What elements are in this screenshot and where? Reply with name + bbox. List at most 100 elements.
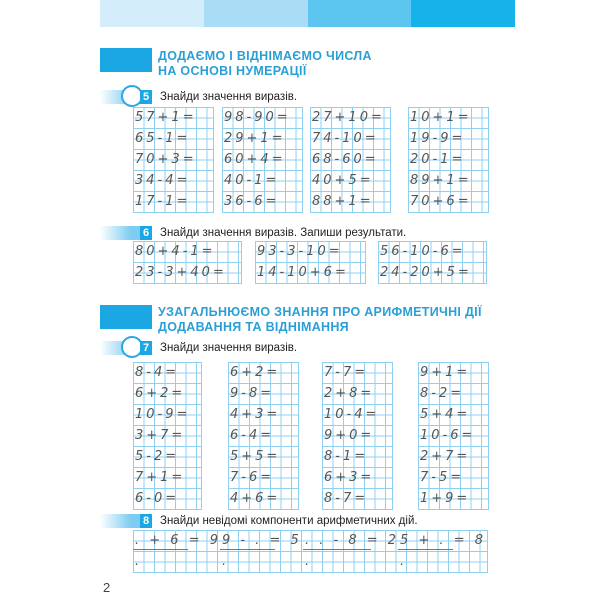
section-banner	[100, 305, 152, 329]
grid-paper	[222, 107, 303, 213]
expression[interactable]: 56-10-6=	[380, 244, 466, 259]
expression[interactable]: 10-6=	[420, 428, 476, 443]
expression[interactable]: 7-5=	[420, 470, 465, 485]
grid-paper	[133, 530, 488, 573]
expression[interactable]: 8-2=	[420, 386, 465, 401]
expression[interactable]: 98-90=	[224, 110, 291, 125]
section-heading-2: УЗАГАЛЬНЮЄМО ЗНАННЯ ПРО АРИФМЕТИЧНІ ДІЇ Д…	[158, 305, 482, 335]
expression[interactable]: .	[222, 554, 230, 569]
color-strip	[411, 0, 515, 27]
expression[interactable]: 5 + . = 8	[400, 533, 486, 548]
expression[interactable]: 19-9=	[410, 131, 466, 146]
expression[interactable]: 70+6=	[410, 194, 472, 209]
expression[interactable]: 3+7=	[135, 428, 186, 443]
expression[interactable]: 93-3-10=	[257, 244, 343, 259]
expression[interactable]: 57+1=	[135, 110, 197, 125]
expression[interactable]: .	[135, 554, 143, 569]
page-number: 2	[103, 580, 111, 595]
expression[interactable]: 7+1=	[135, 470, 186, 485]
expression[interactable]: 68-60=	[312, 152, 379, 167]
expression[interactable]: 7-6=	[230, 470, 275, 485]
task-number: 8	[140, 514, 152, 528]
color-strip	[203, 0, 308, 27]
expression[interactable]: 80+4-1=	[135, 244, 216, 259]
color-strip	[100, 0, 204, 27]
expression[interactable]: 17-1=	[135, 194, 191, 209]
grid-paper	[418, 362, 489, 510]
grid-paper	[133, 241, 242, 284]
expression[interactable]: 10-4=	[324, 407, 380, 422]
expression[interactable]: 65-1=	[135, 131, 191, 146]
expression[interactable]: .	[305, 554, 313, 569]
expression[interactable]: 5+5=	[230, 449, 281, 464]
expression[interactable]: 23-3+40=	[135, 265, 227, 280]
expression[interactable]: 60+4=	[224, 152, 286, 167]
grid-paper	[378, 241, 487, 284]
expression[interactable]: 1+9=	[420, 491, 471, 506]
task-marker: 8	[100, 514, 152, 528]
expression[interactable]: 6+2=	[135, 386, 186, 401]
task-instruction: Знайди значення виразів.	[160, 91, 298, 103]
expression[interactable]: 89+1=	[410, 173, 472, 188]
expression[interactable]: 8-1=	[324, 449, 369, 464]
expression[interactable]: 2+7=	[420, 449, 471, 464]
expression[interactable]: 40-1=	[224, 173, 280, 188]
expression[interactable]: 8-4=	[135, 365, 180, 380]
grid-paper	[133, 362, 202, 510]
underline	[220, 549, 275, 550]
task-marker: 7	[100, 336, 152, 358]
task-instruction: Знайди значення виразів.	[160, 342, 298, 354]
expression[interactable]: 14-10+6=	[257, 265, 349, 280]
expression[interactable]: 6+3=	[324, 470, 375, 485]
color-strip	[307, 0, 412, 27]
expression[interactable]: 20-1=	[410, 152, 466, 167]
expression[interactable]: 9+1=	[420, 365, 471, 380]
grid-paper	[255, 241, 366, 284]
expression[interactable]: 34-4=	[135, 173, 191, 188]
expression[interactable]: 6-4=	[230, 428, 275, 443]
expression[interactable]: . + 6 = 9	[135, 533, 221, 548]
task-marker: 6	[100, 226, 152, 240]
expression[interactable]: 6-0=	[135, 491, 180, 506]
expression[interactable]: 74-10=	[312, 131, 379, 146]
expression[interactable]: 6+2=	[230, 365, 281, 380]
grid-paper	[408, 107, 489, 213]
task-number: 7	[140, 341, 152, 355]
expression[interactable]: 7-7=	[324, 365, 369, 380]
expression[interactable]: 10-9=	[135, 407, 191, 422]
top-color-bar	[100, 0, 515, 27]
expression[interactable]: 4+6=	[230, 491, 281, 506]
expression[interactable]: 4+3=	[230, 407, 281, 422]
task-number: 5	[140, 90, 152, 104]
heading-line: ДОДАЄМО І ВІДНІМАЄМО ЧИСЛА	[158, 49, 372, 63]
expression[interactable]: 9-8=	[230, 386, 275, 401]
expression[interactable]: 88+1=	[312, 194, 374, 209]
expression[interactable]: 2+8=	[324, 386, 375, 401]
grid-paper	[310, 107, 391, 213]
section-heading-1: ДОДАЄМО І ВІДНІМАЄМО ЧИСЛА НА ОСНОВІ НУМЕ…	[158, 49, 372, 79]
expression[interactable]: 70+3=	[135, 152, 197, 167]
expression[interactable]: 5-2=	[135, 449, 180, 464]
heading-line: УЗАГАЛЬНЮЄМО ЗНАННЯ ПРО АРИФМЕТИЧНІ ДІЇ	[158, 305, 482, 319]
grid-paper	[228, 362, 299, 510]
expression[interactable]: 8-7=	[324, 491, 369, 506]
expression[interactable]: 9+0=	[324, 428, 375, 443]
section-banner	[100, 48, 152, 72]
expression[interactable]: 10+1=	[410, 110, 472, 125]
expression[interactable]: 27+10=	[312, 110, 385, 125]
expression[interactable]: . . - 8 = 2	[305, 533, 400, 548]
expression[interactable]: 9 - . = 5	[222, 533, 302, 548]
expression[interactable]: 24-20+5=	[380, 265, 472, 280]
task-instruction: Знайди значення виразів. Запиши результа…	[160, 227, 407, 239]
heading-line: НА ОСНОВІ НУМЕРАЦІЇ	[158, 64, 307, 78]
expression[interactable]: 5+4=	[420, 407, 471, 422]
expression[interactable]: 40+5=	[312, 173, 374, 188]
underline	[398, 549, 453, 550]
underline	[303, 549, 371, 550]
expression[interactable]: 29+1=	[224, 131, 286, 146]
grid-paper	[133, 107, 214, 213]
expression[interactable]: .	[400, 554, 408, 569]
expression[interactable]: 36-6=	[224, 194, 280, 209]
underline	[133, 549, 188, 550]
task-number: 6	[140, 226, 152, 240]
